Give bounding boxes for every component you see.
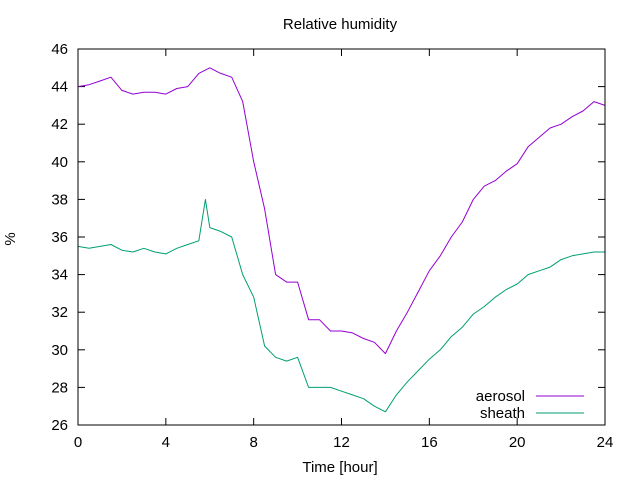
y-tick-label: 36 — [51, 229, 68, 246]
y-tick-label: 30 — [51, 342, 68, 359]
y-tick-label: 38 — [51, 191, 68, 208]
y-tick-label: 28 — [51, 379, 68, 396]
y-tick-label: 44 — [51, 79, 68, 96]
y-tick-label: 26 — [51, 417, 68, 434]
series-lines — [77, 67, 606, 413]
plot-frame — [77, 48, 606, 426]
x-tick-label: 24 — [597, 434, 614, 451]
y-tick-label: 32 — [51, 304, 68, 321]
x-tick-label: 8 — [249, 434, 257, 451]
x-tick-label: 0 — [74, 434, 82, 451]
x-tick-label: 12 — [333, 434, 350, 451]
x-tick-label: 16 — [421, 434, 438, 451]
x-tick-label: 4 — [162, 434, 170, 451]
series-line-sheath — [77, 198, 605, 413]
y-tick-label: 40 — [51, 154, 68, 171]
legend-label-sheath: sheath — [480, 405, 525, 422]
series-line-aerosol — [77, 67, 606, 355]
chart-title: Relative humidity — [283, 16, 398, 33]
y-tick-label: 42 — [51, 116, 68, 133]
y-axis-title: % — [2, 232, 19, 245]
legend-label-aerosol: aerosol — [476, 388, 525, 405]
axis-ticks: 0 4 8 12 16 20 24 26 28 30 32 34 36 38 40 42 44 46 — [51, 41, 613, 451]
x-tick-label: 20 — [509, 434, 526, 451]
x-axis-title: Time [hour] — [302, 459, 377, 476]
y-tick-label: 34 — [51, 267, 68, 284]
y-tick-label: 46 — [51, 41, 68, 58]
